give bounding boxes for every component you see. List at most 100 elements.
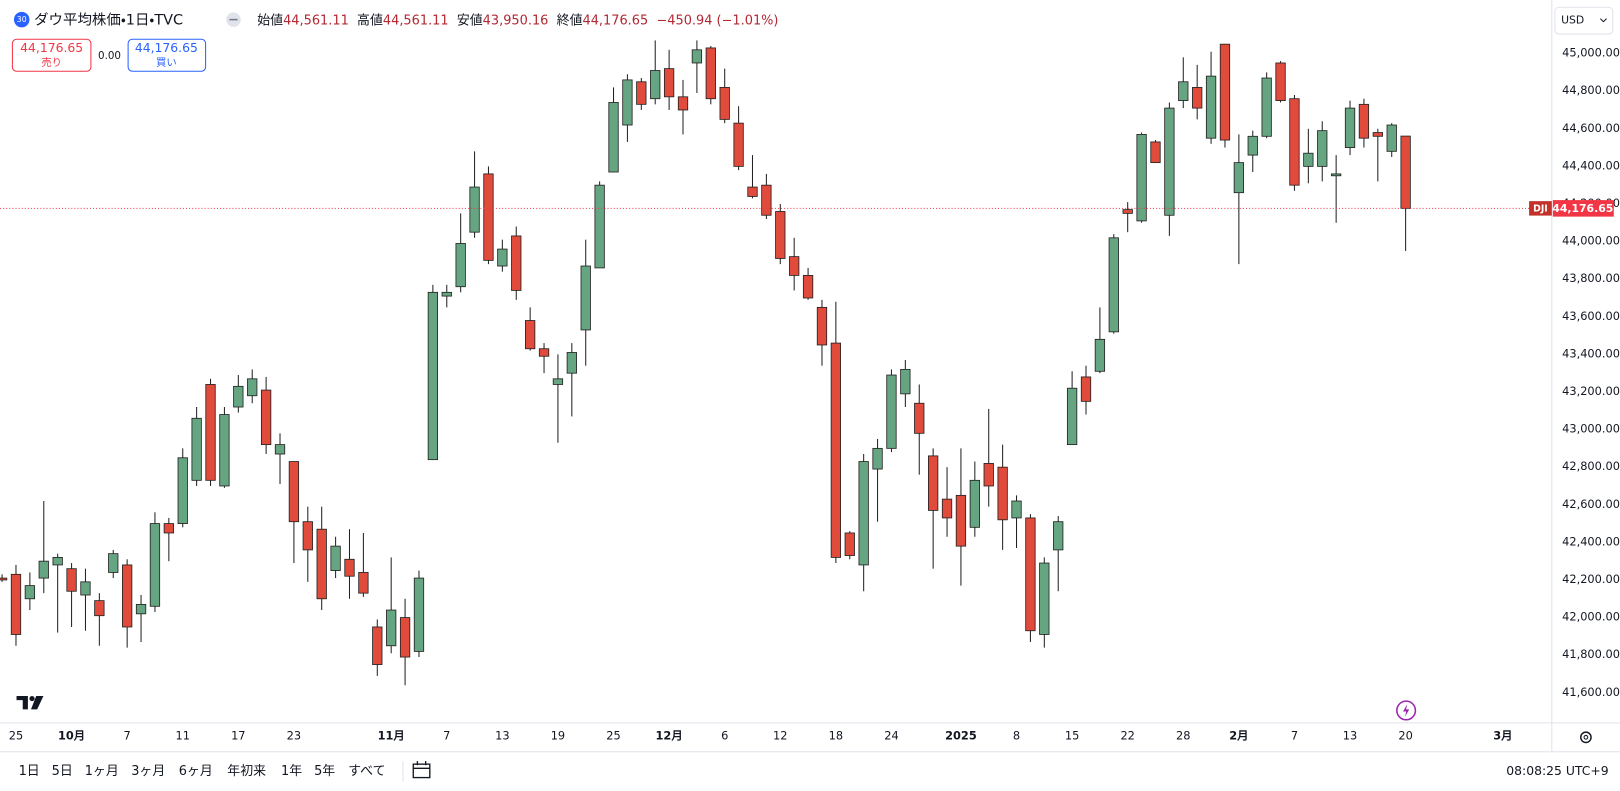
range-button[interactable]: 5年	[314, 764, 335, 779]
x-tick-label: 7	[1291, 728, 1298, 742]
candle-body	[1344, 107, 1356, 148]
last-price-text: 44,176.65	[1552, 202, 1613, 215]
x-tick-label: 13	[495, 728, 509, 742]
candle-body	[1400, 135, 1411, 209]
x-tick-label: 15	[1065, 728, 1079, 742]
sell-price: 44,176.65	[20, 40, 83, 55]
candle-body	[399, 617, 411, 658]
candle-body	[1039, 562, 1050, 635]
candle-body	[983, 462, 994, 487]
sell-button[interactable]	[11, 38, 92, 72]
ohlc-value: 44,561.11	[283, 13, 349, 28]
candle-body	[622, 79, 633, 126]
ohlc-value: 44,176.65	[583, 13, 649, 28]
range-button[interactable]: 3ヶ月	[131, 764, 165, 779]
candle-body	[413, 577, 425, 652]
settings-button[interactable]	[1580, 731, 1592, 744]
spread: 0.00	[98, 50, 121, 62]
candle-body	[108, 553, 119, 573]
candle-body	[274, 444, 286, 455]
range-button[interactable]: 1日	[19, 764, 40, 779]
candle-body	[66, 568, 77, 592]
candle-body	[1192, 87, 1203, 109]
candle-body	[802, 275, 814, 299]
candle-body	[441, 291, 452, 297]
last-price-tag	[1552, 200, 1614, 217]
candle-body	[302, 521, 313, 551]
candle-body	[1122, 209, 1133, 214]
candle-body	[747, 186, 758, 197]
candle-body	[719, 87, 730, 120]
candle-body	[1080, 376, 1092, 402]
candle-body	[1289, 98, 1300, 186]
symbol-title: ダウ平均株価・1日・TVC	[34, 12, 183, 29]
y-tick-label: 42,400.00	[1562, 534, 1620, 548]
symbol-tag	[1529, 201, 1552, 216]
candle-body	[552, 378, 564, 385]
candle-body	[872, 447, 883, 470]
candle-layer	[0, 40, 1411, 686]
candle-body	[705, 47, 716, 100]
range-button[interactable]: 1年	[281, 764, 302, 779]
candle-body	[511, 235, 522, 291]
x-tick-label: 25	[9, 728, 23, 742]
candle-body	[1247, 135, 1258, 156]
change: −450.94 (−1.01%)	[656, 13, 778, 28]
y-tick-label: 44,800.00	[1562, 83, 1620, 97]
range-button[interactable]: 5日	[52, 764, 73, 779]
candle-body	[858, 461, 869, 566]
candle-body	[1358, 103, 1370, 139]
candle-body	[997, 466, 1008, 521]
clock: 08:08:25 UTC+9	[1506, 763, 1608, 778]
sell-label: 売り	[41, 56, 62, 69]
candle-body	[914, 402, 925, 434]
x-tick-label: 13	[1343, 728, 1357, 742]
candle-body	[427, 291, 439, 461]
y-tick-label: 42,000.00	[1562, 610, 1620, 624]
candle-body	[566, 352, 577, 374]
x-tick-label: 23	[287, 728, 301, 742]
candle-body	[608, 102, 619, 173]
x-tick-label: 24	[884, 728, 898, 742]
candle-body	[469, 186, 480, 233]
ohlc-legend: 始値44,561.11 高値44,561.11 安値43,950.16 終値44,17…	[257, 12, 778, 28]
candle-body	[969, 479, 980, 528]
symbol-badge	[13, 11, 30, 28]
y-tick-label: 42,600.00	[1562, 497, 1620, 511]
y-tick-label: 43,600.00	[1562, 309, 1620, 323]
candle-body	[941, 498, 953, 519]
candle-body	[525, 320, 536, 350]
y-tick-label: 43,000.00	[1562, 422, 1620, 436]
candle-body	[1331, 173, 1342, 177]
buy-button[interactable]	[127, 38, 207, 72]
candle-body	[1178, 81, 1189, 101]
candle-body	[580, 265, 591, 331]
y-tick-label: 44,400.00	[1562, 158, 1620, 172]
buy-label: 買い	[156, 57, 177, 69]
ohlc-label: 終値	[557, 12, 583, 28]
y-tick-label: 43,200.00	[1562, 384, 1620, 398]
ohlc-value: 43,950.16	[483, 13, 549, 28]
x-tick-label: 17	[231, 728, 245, 742]
candle-body	[650, 70, 661, 100]
candle-body	[288, 461, 300, 523]
y-tick-label: 41,800.00	[1562, 647, 1620, 661]
x-tick-label: 7	[124, 728, 131, 742]
dropdown-caret	[1600, 18, 1607, 23]
candle-body	[1219, 43, 1231, 141]
tv-logo	[16, 695, 44, 710]
y-tick-label: 44,000.00	[1562, 234, 1620, 248]
x-tick-label: 2025	[945, 728, 977, 742]
candle-body	[1372, 132, 1383, 137]
settings-icon	[1583, 734, 1589, 740]
range-button[interactable]: すべて	[348, 764, 385, 779]
range-button[interactable]: 6ヶ月	[179, 764, 213, 779]
currency-dropdown[interactable]	[1554, 6, 1614, 35]
calendar-icon[interactable]	[412, 761, 431, 779]
candle-body	[177, 457, 188, 524]
candle-body	[1150, 141, 1161, 164]
range-button[interactable]: 1ヶ月	[85, 764, 119, 779]
range-button[interactable]: 年初来	[227, 763, 266, 779]
candle-body	[677, 96, 689, 111]
candle-body	[455, 243, 466, 288]
